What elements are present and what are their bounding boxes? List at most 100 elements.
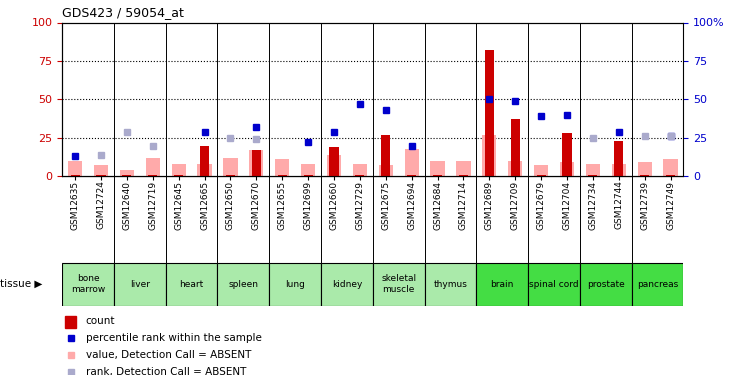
- Text: GDS423 / 59054_at: GDS423 / 59054_at: [62, 6, 184, 19]
- Bar: [71, 175, 80, 176]
- Text: GSM12719: GSM12719: [148, 181, 157, 230]
- Bar: [528, 262, 580, 306]
- Text: GSM12704: GSM12704: [562, 181, 572, 230]
- Text: lung: lung: [285, 280, 305, 289]
- Bar: [94, 165, 108, 176]
- Bar: [666, 175, 675, 176]
- Text: GSM12744: GSM12744: [614, 181, 624, 230]
- Bar: [373, 262, 425, 306]
- Bar: [148, 175, 157, 176]
- Bar: [508, 161, 523, 176]
- Bar: [580, 262, 632, 306]
- Text: rank, Detection Call = ABSENT: rank, Detection Call = ABSENT: [86, 367, 246, 375]
- Bar: [664, 159, 678, 176]
- Bar: [301, 164, 315, 176]
- Bar: [114, 262, 166, 306]
- Text: liver: liver: [130, 280, 150, 289]
- Text: GSM12709: GSM12709: [511, 181, 520, 230]
- Bar: [433, 175, 442, 176]
- Text: prostate: prostate: [587, 280, 625, 289]
- Text: GSM12714: GSM12714: [459, 181, 468, 230]
- Bar: [197, 164, 212, 176]
- Text: spinal cord: spinal cord: [529, 280, 579, 289]
- Bar: [534, 165, 548, 176]
- Text: GSM12749: GSM12749: [666, 181, 675, 230]
- Text: heart: heart: [179, 280, 204, 289]
- Bar: [62, 262, 114, 306]
- Bar: [269, 262, 321, 306]
- Text: GSM12645: GSM12645: [174, 181, 183, 230]
- Bar: [226, 175, 235, 176]
- Text: count: count: [86, 316, 115, 326]
- Bar: [218, 262, 269, 306]
- Text: GSM12650: GSM12650: [226, 181, 235, 230]
- Bar: [459, 175, 468, 176]
- Text: pancreas: pancreas: [637, 280, 678, 289]
- Text: GSM12675: GSM12675: [382, 181, 390, 230]
- Text: brain: brain: [491, 280, 514, 289]
- Text: thymus: thymus: [433, 280, 467, 289]
- Bar: [407, 175, 416, 176]
- Text: value, Detection Call = ABSENT: value, Detection Call = ABSENT: [86, 350, 251, 360]
- Text: GSM12679: GSM12679: [537, 181, 545, 230]
- Bar: [588, 175, 597, 176]
- Text: GSM12684: GSM12684: [433, 181, 442, 230]
- Text: GSM12694: GSM12694: [407, 181, 416, 230]
- Bar: [477, 262, 528, 306]
- Text: GSM12739: GSM12739: [640, 181, 649, 230]
- Bar: [330, 147, 338, 176]
- Text: kidney: kidney: [332, 280, 362, 289]
- Text: GSM12734: GSM12734: [588, 181, 597, 230]
- Bar: [632, 262, 683, 306]
- Bar: [251, 150, 261, 176]
- Text: spleen: spleen: [228, 280, 258, 289]
- Bar: [166, 262, 218, 306]
- Text: GSM12699: GSM12699: [303, 181, 313, 230]
- Bar: [321, 262, 373, 306]
- Text: GSM12660: GSM12660: [330, 181, 338, 230]
- Bar: [303, 175, 313, 176]
- Bar: [511, 119, 520, 176]
- Bar: [560, 162, 574, 176]
- Text: GSM12670: GSM12670: [251, 181, 261, 230]
- Bar: [382, 135, 390, 176]
- Text: bone
marrow: bone marrow: [71, 274, 105, 294]
- Bar: [96, 175, 105, 176]
- Text: GSM12635: GSM12635: [71, 181, 80, 230]
- Bar: [612, 164, 626, 176]
- Text: percentile rank within the sample: percentile rank within the sample: [86, 333, 262, 343]
- Bar: [482, 135, 496, 176]
- Bar: [172, 164, 186, 176]
- Text: GSM12655: GSM12655: [278, 181, 287, 230]
- Bar: [249, 150, 263, 176]
- Bar: [537, 175, 545, 176]
- Bar: [637, 162, 652, 176]
- Bar: [200, 146, 209, 176]
- Bar: [122, 175, 132, 176]
- Bar: [223, 158, 238, 176]
- Text: GSM12640: GSM12640: [122, 181, 132, 230]
- Bar: [485, 50, 494, 176]
- Bar: [404, 148, 419, 176]
- Bar: [614, 141, 624, 176]
- Bar: [68, 161, 82, 176]
- Bar: [431, 161, 444, 176]
- Bar: [65, 316, 77, 328]
- Bar: [425, 262, 477, 306]
- Bar: [278, 175, 287, 176]
- Bar: [562, 133, 572, 176]
- Text: GSM12729: GSM12729: [355, 181, 364, 230]
- Text: skeletal
muscle: skeletal muscle: [381, 274, 416, 294]
- Bar: [174, 175, 183, 176]
- Text: tissue ▶: tissue ▶: [0, 279, 42, 289]
- Bar: [275, 159, 289, 176]
- Bar: [353, 164, 367, 176]
- Bar: [145, 158, 160, 176]
- Bar: [379, 165, 393, 176]
- Bar: [120, 170, 134, 176]
- Bar: [586, 164, 600, 176]
- Bar: [327, 155, 341, 176]
- Text: GSM12689: GSM12689: [485, 181, 494, 230]
- Bar: [640, 175, 649, 176]
- Bar: [355, 175, 364, 176]
